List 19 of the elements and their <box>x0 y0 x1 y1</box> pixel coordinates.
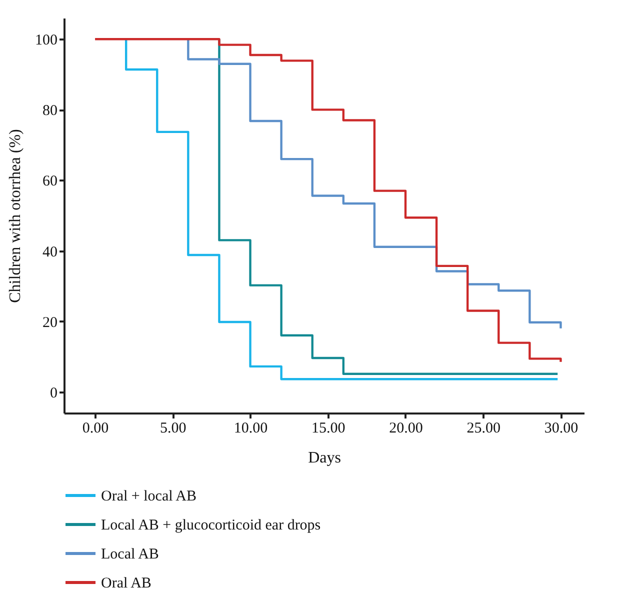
x-tick-label: 25.00 <box>466 420 500 436</box>
legend-label: Oral + local AB <box>101 488 197 504</box>
legend-label: Local AB + glucocorticoid ear drops <box>101 518 321 534</box>
x-tick-label: 30.00 <box>544 420 578 436</box>
y-tick-label: 80 <box>42 103 58 120</box>
legend-label: Local AB <box>101 546 159 562</box>
x-tick-label: 10.00 <box>234 420 268 436</box>
y-tick-label: 100 <box>35 32 58 49</box>
x-tick-label: 15.00 <box>312 420 346 436</box>
legend-label: Oral AB <box>101 576 152 592</box>
x-tick-label: 0.00 <box>82 420 109 436</box>
x-axis-title: Days <box>308 450 341 466</box>
y-tick-label: 60 <box>42 174 58 190</box>
y-tick-label: 0 <box>50 385 58 402</box>
y-tick-label: 40 <box>42 244 58 260</box>
x-tick-label: 20.00 <box>389 420 423 436</box>
y-tick-label: 20 <box>42 314 58 331</box>
x-tick-label: 5.00 <box>160 420 186 436</box>
y-axis-title: Children with otorrhea (%) <box>7 129 24 303</box>
